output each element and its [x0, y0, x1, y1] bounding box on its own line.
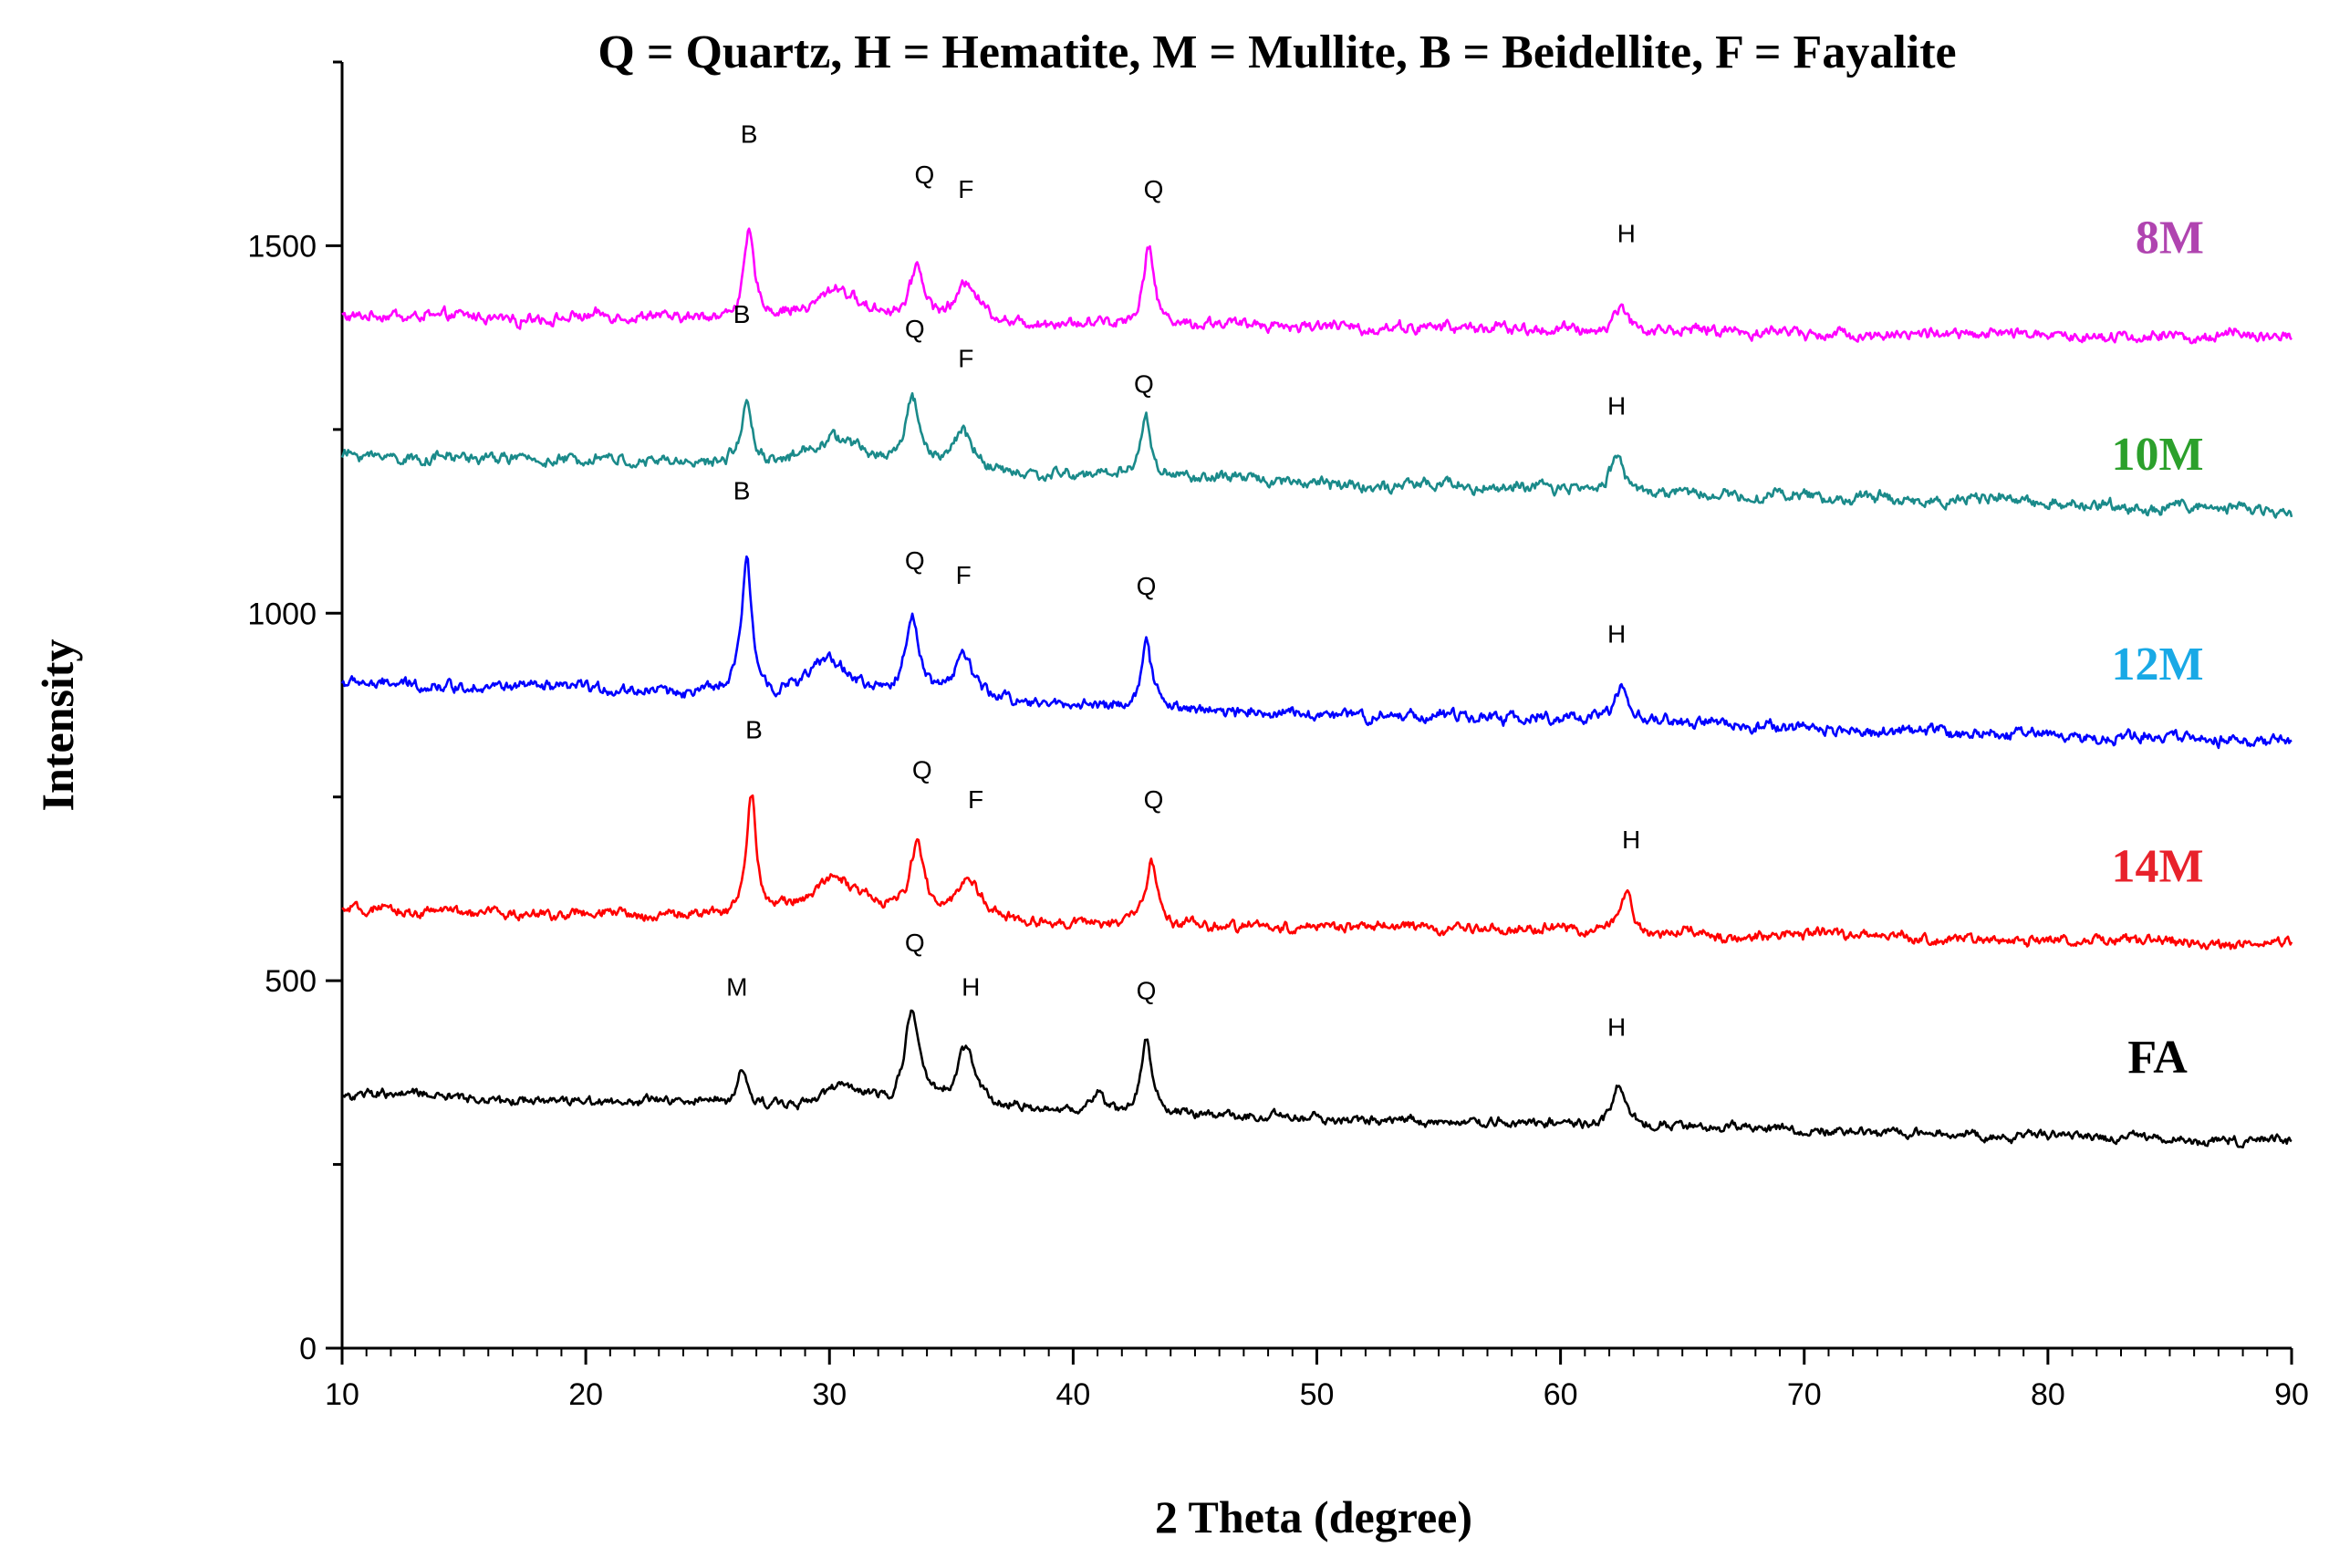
x-tick-label: 20 — [568, 1377, 603, 1412]
y-tick-label: 0 — [299, 1332, 317, 1366]
peak-label: H — [1622, 826, 1640, 854]
peak-label: Q — [1144, 785, 1164, 814]
peak-label: F — [968, 785, 983, 814]
peak-label: Q — [905, 315, 925, 343]
x-tick-label: 70 — [1787, 1377, 1822, 1412]
series-label-layer: 8M 10M 12M 14M FA — [2112, 212, 2204, 1083]
axes: 10 20 30 40 50 60 70 80 90 0 500 1000 1500 — [247, 60, 2309, 1412]
x-axis-label: 2 Theta (degree) — [1155, 1491, 1472, 1542]
chart-title: Q = Quartz, H = Hematite, M = Mullite, B… — [598, 26, 1956, 78]
series-line-14M — [341, 794, 2293, 950]
peak-label: F — [958, 175, 973, 203]
series-label-12M: 12M — [2112, 639, 2204, 691]
peak-label: B — [733, 300, 751, 328]
peak-label: H — [1607, 1013, 1626, 1042]
peak-label: B — [741, 120, 758, 149]
series-line-8M — [341, 227, 2293, 345]
y-axis-label: Intensity — [32, 639, 83, 812]
y-tick-label: 1500 — [247, 229, 317, 264]
peak-label: Q — [1134, 370, 1154, 399]
peak-label: Q — [1144, 175, 1164, 203]
peak-label: Q — [1137, 976, 1157, 1004]
series-line-FA — [341, 1009, 2293, 1149]
peak-label: H — [962, 972, 980, 1001]
series-line-10M — [340, 391, 2293, 519]
x-tick-label: 60 — [1544, 1377, 1578, 1412]
y-tick-label: 1000 — [247, 597, 317, 631]
peak-label: F — [958, 344, 973, 372]
peak-label: Q — [905, 929, 925, 957]
series-layer — [340, 227, 2293, 1149]
peak-label: Q — [905, 546, 925, 575]
peak-label: Q — [912, 756, 932, 784]
peak-label: Q — [1137, 572, 1157, 600]
series-label-10M: 10M — [2112, 429, 2204, 481]
y-tick-label: 500 — [265, 964, 317, 999]
peak-label: M — [726, 972, 747, 1001]
peak-label: H — [1607, 392, 1626, 421]
peak-label: B — [733, 476, 751, 504]
series-line-12M — [340, 555, 2293, 750]
peak-label: F — [956, 561, 972, 589]
x-tick-label: 40 — [1055, 1377, 1090, 1412]
peak-label: H — [1617, 219, 1636, 247]
peak-label: Q — [915, 161, 935, 189]
x-tick-label: 50 — [1300, 1377, 1335, 1412]
series-label-14M: 14M — [2112, 840, 2204, 892]
x-tick-label: 10 — [325, 1377, 359, 1412]
x-tick-label: 90 — [2274, 1377, 2309, 1412]
series-label-FA: FA — [2127, 1032, 2188, 1084]
peak-label: H — [1607, 620, 1626, 649]
x-tick-label: 80 — [2031, 1377, 2065, 1412]
x-tick-label: 30 — [812, 1377, 847, 1412]
peak-label: B — [745, 715, 763, 743]
series-label-8M: 8M — [2136, 212, 2204, 264]
